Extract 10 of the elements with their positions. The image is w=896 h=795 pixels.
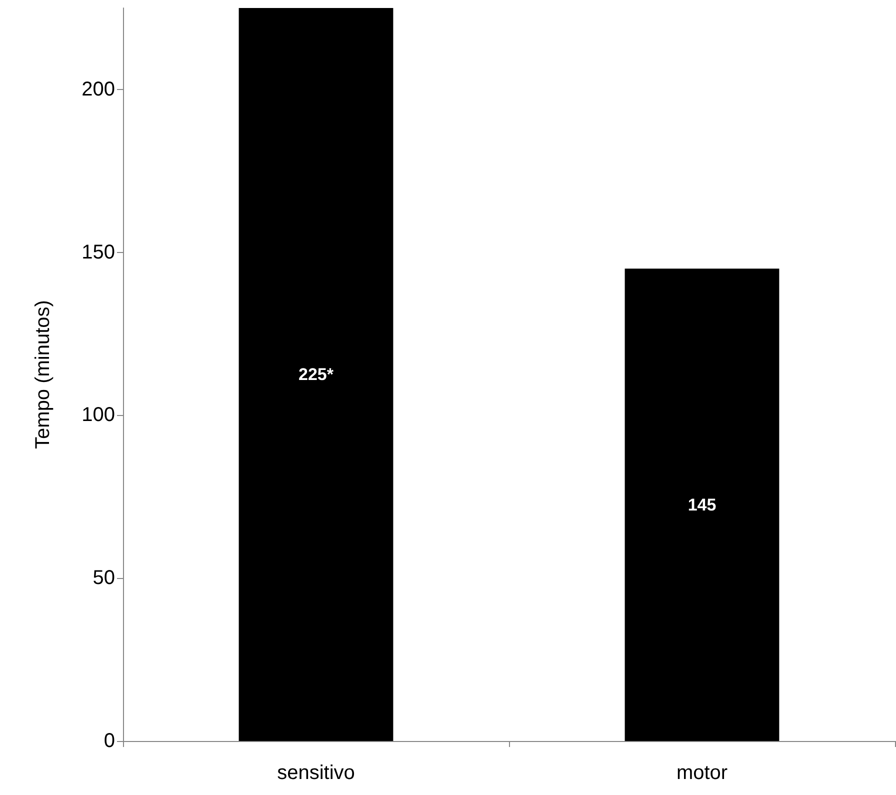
y-tick-label: 100 bbox=[82, 404, 115, 426]
x-tick-label: motor bbox=[676, 762, 728, 784]
data-label: 145 bbox=[688, 495, 716, 514]
y-tick-label: 150 bbox=[82, 241, 115, 264]
y-tick-label: 50 bbox=[92, 567, 115, 590]
y-axis-title: Tempo (minutos) bbox=[32, 300, 54, 449]
x-tick-label: sensitivo bbox=[277, 762, 355, 784]
y-tick-label: 0 bbox=[104, 730, 115, 752]
data-label: 225* bbox=[298, 365, 334, 384]
y-tick-label: 200 bbox=[82, 78, 115, 100]
